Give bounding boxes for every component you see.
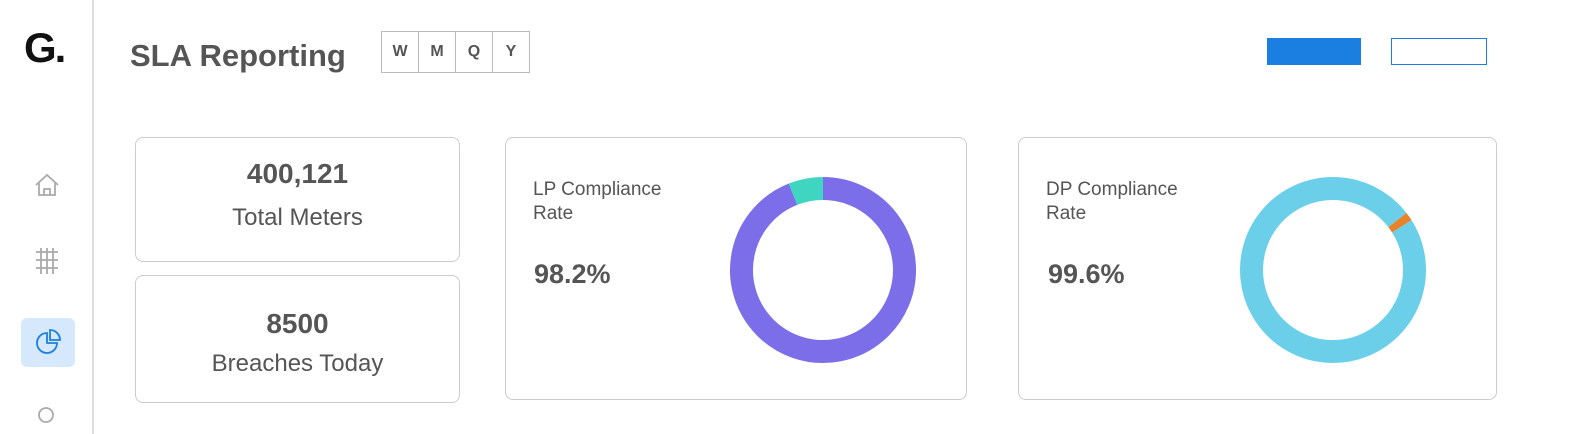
chart-card: LP Compliance Rate 98.2% [505, 137, 967, 400]
period-button[interactable]: Q [456, 32, 493, 72]
chart-title: LP Compliance Rate [533, 179, 662, 224]
kpi-value: 8500 [266, 308, 329, 339]
period-selector: W M Q Y [381, 31, 530, 73]
sidebar: G. [0, 0, 94, 434]
chart-card: DP Compliance Rate 99.6% [1018, 137, 1497, 400]
pie-icon[interactable] [36, 329, 61, 354]
kpi-card: 400,121 Total Meters [135, 137, 460, 262]
logo[interactable]: G. [24, 24, 66, 71]
home-icon[interactable] [35, 173, 59, 196]
primary-button[interactable] [1267, 38, 1361, 65]
kpi-label: Breaches Today [211, 350, 384, 377]
grid-icon[interactable] [36, 248, 58, 274]
users-icon[interactable] [38, 407, 54, 423]
page-title: SLA Reporting [130, 38, 346, 73]
nav-icons [21, 173, 75, 423]
period-button[interactable]: W [382, 32, 419, 72]
kpi-value: 400,121 [246, 158, 349, 189]
kpi-label: Total Meters [232, 204, 363, 231]
secondary-button[interactable] [1391, 38, 1487, 65]
chart-annotation: 98.2% [534, 259, 611, 289]
chart-title: DP Compliance Rate [1046, 179, 1178, 224]
period-button[interactable]: M [419, 32, 456, 72]
kpi-card: 8500 Breaches Today [135, 275, 460, 403]
period-button[interactable]: Y [505, 43, 517, 60]
chart-annotation: 99.6% [1048, 259, 1125, 289]
